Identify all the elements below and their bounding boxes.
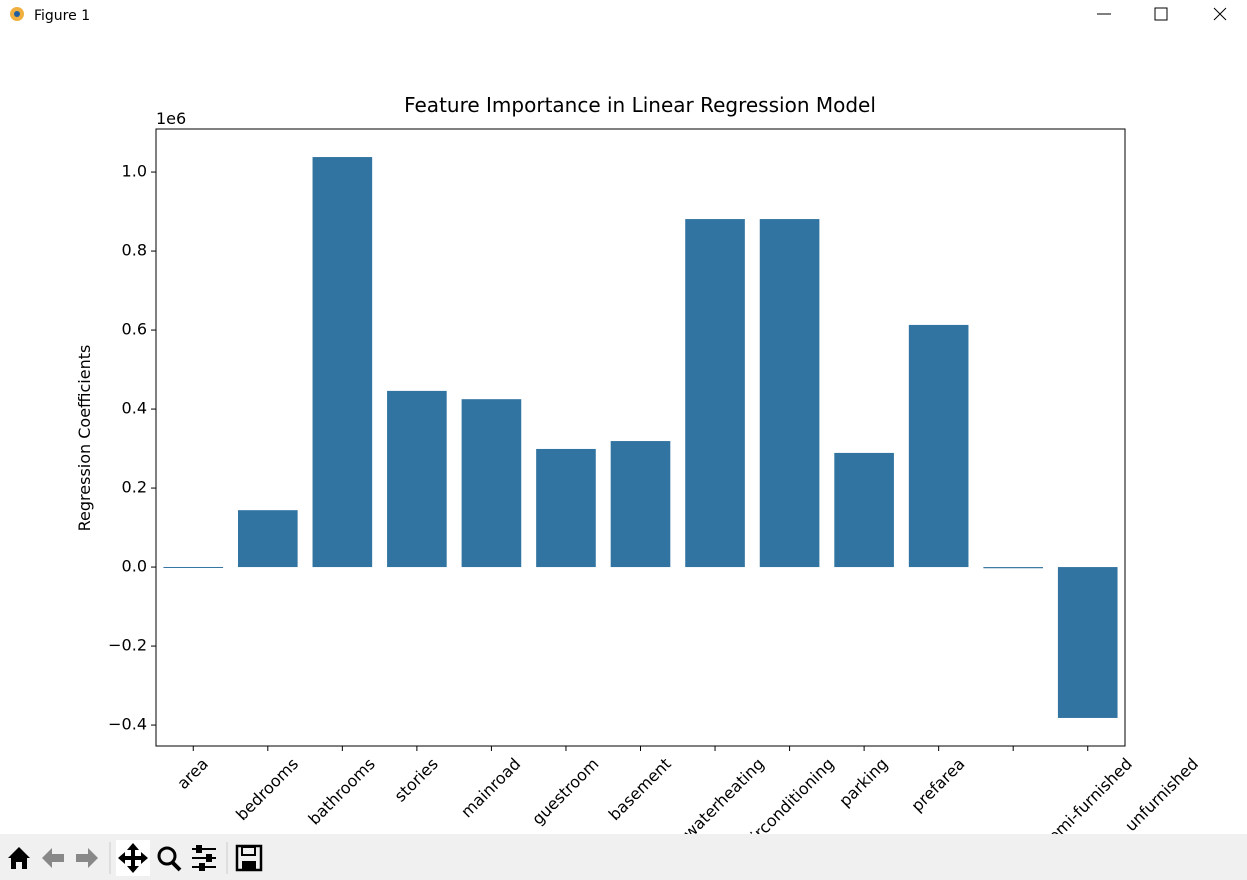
plot: −0.4 −0.2 0.0 0.2 0.4 0.6 0.8 1.0 — [108, 128, 1126, 751]
toolbar-bg — [0, 834, 1247, 880]
y-tick-label: 0.4 — [122, 399, 147, 418]
forward-button[interactable] — [76, 848, 98, 868]
bar — [1057, 567, 1118, 718]
y-tick-label: 0.0 — [122, 557, 147, 576]
home-button[interactable] — [8, 847, 30, 869]
zoom-button[interactable] — [157, 846, 182, 872]
pan-button[interactable] — [118, 843, 148, 873]
bar — [983, 567, 1044, 569]
x-tick-label: mainroad — [457, 754, 524, 821]
chart-title: Feature Importance in Linear Regression … — [404, 93, 876, 117]
x-tick-label: bedrooms — [232, 754, 302, 824]
x-tick-label: stories — [391, 754, 442, 805]
maximize-button[interactable] — [1154, 7, 1168, 21]
y-tick-label: −0.2 — [108, 636, 147, 655]
bar — [536, 448, 596, 568]
title-bar — [0, 0, 1247, 30]
save-button[interactable] — [235, 844, 263, 872]
bar — [908, 324, 969, 568]
offset-label: 1e6 — [156, 109, 186, 128]
x-tick-label: bathrooms — [304, 754, 378, 828]
bar — [387, 390, 447, 568]
bar — [461, 399, 522, 568]
x-tick-label: basement — [605, 754, 675, 824]
x-tick-label: area — [173, 754, 212, 793]
y-tick-label: 0.6 — [122, 320, 147, 339]
x-tick-label: guestroom — [528, 754, 602, 828]
y-tick-label: 1.0 — [122, 162, 147, 181]
bar — [685, 219, 745, 568]
bar — [312, 157, 373, 568]
bar — [759, 219, 820, 568]
bar — [610, 441, 671, 568]
back-button[interactable] — [42, 848, 64, 868]
bar — [163, 566, 224, 568]
window-title: Figure 1 — [34, 8, 90, 24]
y-tick-label: 0.2 — [122, 478, 147, 497]
app-icon — [10, 7, 24, 21]
toolbar — [0, 834, 1247, 880]
y-tick-label: −0.4 — [108, 715, 147, 734]
bar — [834, 452, 894, 568]
y-axis-label: Regression Coefficients — [75, 345, 94, 532]
close-button[interactable] — [1213, 7, 1227, 21]
configure-button[interactable] — [192, 845, 216, 871]
bar — [237, 510, 298, 568]
x-tick-label: prefarea — [907, 754, 968, 815]
y-tick-label: 0.8 — [122, 241, 147, 260]
axes-frame — [155, 128, 1126, 747]
x-tick-label: parking — [835, 754, 891, 810]
